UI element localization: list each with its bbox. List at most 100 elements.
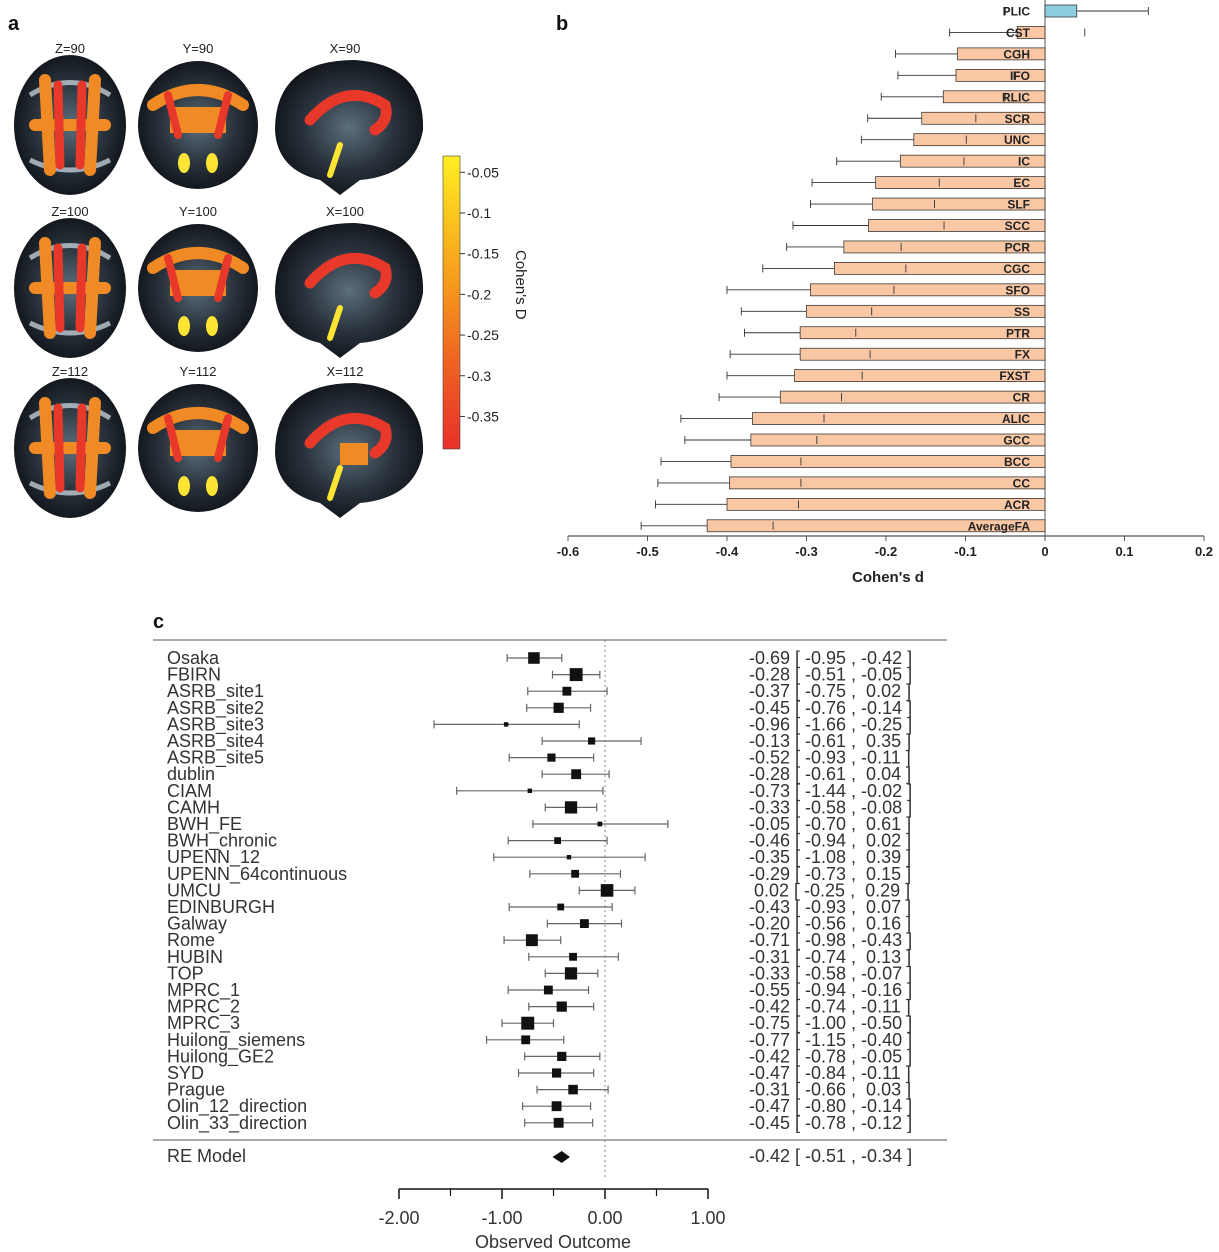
colorbar-tick-label: -0.15 (467, 246, 499, 262)
bar-label: FXST (999, 369, 1030, 383)
bar-label: ACR (1004, 498, 1030, 512)
bar-IFO (955, 68, 1046, 82)
brain-slice-axial (14, 218, 126, 358)
study-estimate-text: -0.75 [ -1.00 , -0.50 ] (749, 1013, 912, 1033)
effect-tract-orange (29, 237, 111, 339)
study-estimate-marker (557, 1051, 567, 1061)
study-estimate-marker (554, 837, 562, 844)
study-estimate-text: -0.55 [ -0.94 , -0.16 ] (749, 980, 912, 1000)
forest-plot-panel-c: RE Model -0.42 [ -0.51 , -0.34 ] Observe… (153, 639, 947, 1252)
study-estimate-marker (566, 854, 572, 860)
study-estimate-text: -0.73 [ -1.44 , -0.02 ] (749, 781, 912, 801)
bar-label: BCC (1004, 455, 1030, 469)
study-estimate-marker (597, 821, 603, 827)
bar-label: GCC (1003, 434, 1030, 448)
study-estimate-text: -0.46 [ -0.94 , 0.02 ] (749, 831, 911, 851)
effect-tract-red (164, 414, 232, 462)
effect-region-yellow (178, 316, 190, 336)
study-estimate-text: -0.37 [ -0.75 , 0.02 ] (749, 681, 911, 701)
colorbar: Cohen's D -0.05 -0.1 -0.15 -0.2 -0.25 -0.3 -0.… (442, 155, 529, 450)
study-estimate-text: -0.71 [ -0.98 , -0.43 ] (749, 930, 912, 950)
effect-tract-red (53, 243, 87, 333)
study-estimate-marker (503, 722, 509, 727)
study-estimate-marker (543, 985, 553, 995)
study-estimate-text: -0.47 [ -0.80 , -0.14 ] (749, 1096, 912, 1116)
effect-tract-red (304, 89, 392, 136)
study-estimate-marker (562, 686, 572, 696)
brain-slice-grid: Z=90 Y=90 X=90 Z=100 Y=100 X=100 Z=112 Y=112 X=1… (14, 41, 424, 518)
bar-label: SCC (1005, 219, 1031, 233)
study-name: dublin (167, 764, 215, 784)
study-estimate-text: -0.31 [ -0.66 , 0.03 ] (749, 1080, 911, 1100)
effect-tract-red (164, 254, 232, 302)
colorbar-tick-label: -0.05 (467, 164, 499, 180)
b-x-tick-label: -0.4 (716, 544, 739, 559)
bar-BCC (730, 455, 1046, 468)
c-x-tick-label: -1.00 (481, 1208, 522, 1228)
bar-CR (779, 390, 1046, 404)
study-name: Huilong_GE2 (167, 1046, 274, 1067)
study-estimate-text: -0.42 [ -0.74 , -0.11 ] (749, 997, 911, 1017)
re-model-label: RE Model (167, 1146, 246, 1166)
brain-slice-axial (14, 55, 126, 195)
slice-label: X=112 (327, 364, 364, 379)
study-estimate-text: -0.96 [ -1.66 , -0.25 ] (749, 714, 912, 734)
b-x-tick-label: -0.3 (795, 544, 817, 559)
bar-label: ALIC (1002, 412, 1030, 426)
effect-region-yellow (206, 153, 218, 173)
study-name: UPENN_64continuous (167, 864, 347, 885)
bar-label: UNC (1004, 133, 1030, 147)
study-name: ASRB_site4 (167, 731, 264, 752)
study-estimate-marker (556, 1001, 567, 1012)
effect-tract-orange (147, 84, 249, 111)
study-estimate-marker (553, 702, 564, 713)
study-estimate-text: -0.33 [ -0.58 , -0.08 ] (749, 797, 912, 817)
study-name: Osaka (167, 648, 220, 668)
study-estimate-marker (564, 967, 578, 980)
bar-label: CST (1006, 26, 1031, 40)
study-name: BWH_chronic (167, 831, 277, 852)
c-x-tick-label: 0.00 (587, 1208, 622, 1228)
re-model-estimate-text: -0.42 [ -0.51 , -0.34 ] (749, 1146, 912, 1166)
study-estimate-text: -0.45 [ -0.76 , -0.14 ] (749, 698, 912, 718)
colorbar-tick-label: -0.25 (467, 327, 499, 343)
colorbar-tick-label: -0.3 (467, 368, 491, 384)
study-estimate-text: -0.45 [ -0.78 , -0.12 ] (749, 1113, 912, 1133)
bar-SS (806, 304, 1046, 318)
study-estimate-marker (525, 934, 538, 947)
effect-tract-orange (29, 74, 111, 176)
slice-label: Z=100 (51, 204, 88, 219)
bar-label: PLIC (1003, 5, 1031, 19)
study-estimate-marker (528, 652, 540, 664)
study-estimate-marker (568, 1084, 578, 1095)
bar-label: SLF (1007, 198, 1030, 212)
b-x-tick-label: -0.6 (557, 544, 579, 559)
slice-label: X=90 (330, 41, 361, 56)
study-estimate-text: -0.35 [ -1.08 , 0.39 ] (749, 847, 911, 867)
brain-slice-axial (14, 378, 126, 518)
bar-label: EC (1013, 176, 1030, 190)
b-x-tick-label: -0.2 (875, 544, 897, 559)
study-estimate-text: -0.13 [ -0.61 , 0.35 ] (749, 731, 911, 751)
study-estimate-text: -0.42 [ -0.78 , -0.05 ] (749, 1046, 912, 1066)
study-name: MPRC_2 (167, 997, 240, 1018)
study-estimate-marker (553, 1117, 564, 1128)
study-name: Galway (167, 914, 227, 934)
brain-slice-coronal (138, 224, 258, 352)
bar-label: PTR (1006, 326, 1030, 340)
bar-GCC (750, 433, 1046, 447)
bar-label: FX (1015, 348, 1030, 362)
brain-slice-sagittal (275, 60, 424, 195)
effect-region-yellow (178, 476, 190, 496)
b-x-tick-label: 0.2 (1195, 544, 1213, 559)
study-estimate-marker (571, 769, 582, 780)
study-name: Prague (167, 1080, 225, 1100)
c-x-axis-title: Observed Outcome (475, 1232, 631, 1252)
study-estimate-text: -0.77 [ -1.15 , -0.40 ] (749, 1030, 912, 1050)
effect-region-yellow (178, 153, 190, 173)
study-estimate-text: -0.29 [ -0.73 , 0.15 ] (749, 864, 911, 884)
study-estimate-marker (551, 1101, 562, 1112)
bar-chart-panel-b: Cohen's d PLIC CST CGH IFO RLIC SCR UNC IC EC SLF… (557, 0, 1213, 586)
re-model-diamond (552, 1151, 570, 1163)
study-name: SYD (167, 1063, 204, 1083)
